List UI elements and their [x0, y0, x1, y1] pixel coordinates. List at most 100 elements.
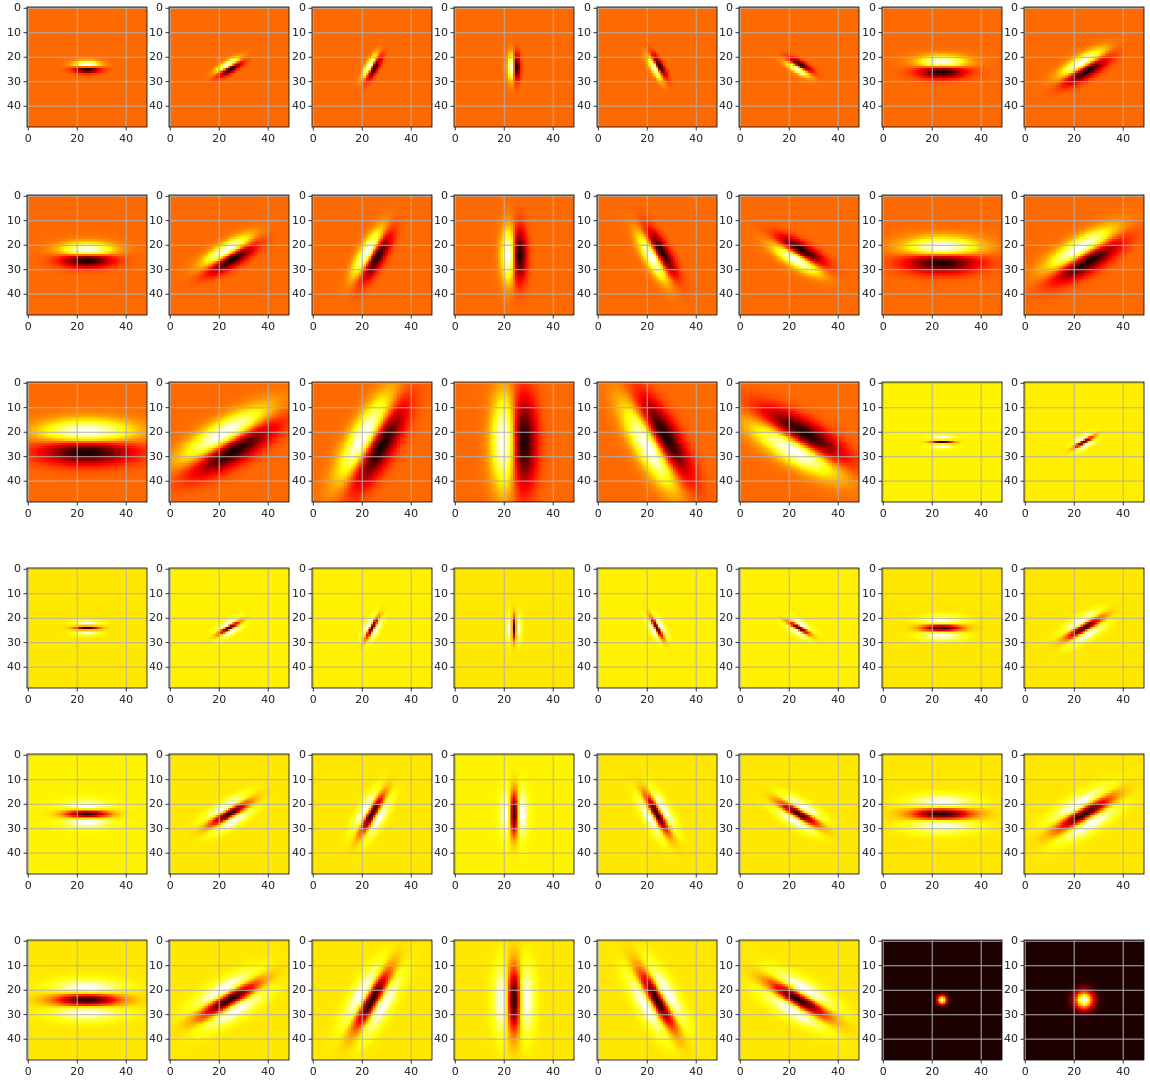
- x-tick-label: 0: [594, 132, 602, 145]
- y-tick-label: 30: [577, 1007, 591, 1021]
- axes-overlay: [1020, 194, 1145, 319]
- x-tick-label: 40: [974, 693, 989, 706]
- x-tick-label: 0: [451, 1065, 459, 1078]
- y-tick-label: 20: [149, 238, 163, 252]
- filter-panel-32: 0 20 40 0 10 20 30 40: [1004, 563, 1145, 705]
- x-tick-label: 40: [689, 132, 704, 145]
- y-tick-label: 30: [434, 635, 448, 649]
- heatmap-image: [739, 568, 859, 688]
- axes-overlay: [308, 381, 433, 506]
- y-tick-label: 0: [726, 748, 733, 762]
- filter-panel-14: 0 20 40 0 10 20 30 40: [719, 190, 860, 332]
- y-tick-label: 30: [577, 262, 591, 276]
- x-tick-label: 20: [212, 320, 227, 333]
- y-tick-label: 20: [7, 797, 21, 811]
- axes-overlay: [735, 6, 860, 131]
- axes-overlay: [593, 381, 718, 506]
- filter-panel-15: 0 20 40 0 10 20 30 40: [862, 190, 1003, 332]
- x-tick-label: 40: [974, 1065, 989, 1078]
- y-tick-label: 30: [719, 1007, 733, 1021]
- axes-overlay: [308, 194, 433, 319]
- heatmap-image: [312, 382, 432, 502]
- y-tick-label: 20: [1004, 238, 1018, 252]
- y-tick-label: 20: [1004, 797, 1018, 811]
- heatmap-image: [169, 940, 289, 1060]
- x-tick-label: 20: [640, 1065, 655, 1078]
- y-tick-label: 0: [1011, 189, 1018, 203]
- axes-overlay: [308, 567, 433, 692]
- y-tick-label: 10: [577, 25, 591, 39]
- y-tick-label: 20: [292, 797, 306, 811]
- y-tick-label: 10: [719, 25, 733, 39]
- y-tick-label: 40: [862, 660, 876, 674]
- y-tick-label: 40: [434, 1032, 448, 1046]
- y-tick-label: 0: [726, 1, 733, 15]
- y-tick-label: 10: [577, 772, 591, 786]
- axes-overlay: [23, 6, 148, 131]
- x-tick-label: 0: [166, 132, 174, 145]
- axes-overlay: [23, 753, 148, 878]
- x-tick-label: 0: [1021, 693, 1029, 706]
- filter-panel-21: 0 20 40 0 10 20 30 40: [577, 377, 718, 519]
- axes-frame: [881, 753, 1003, 875]
- x-tick-label: 20: [212, 1065, 227, 1078]
- y-tick-label: 0: [156, 748, 163, 762]
- axes-overlay: [735, 753, 860, 878]
- y-tick-label: 10: [862, 772, 876, 786]
- y-tick-label: 40: [7, 1032, 21, 1046]
- filter-panel-39: 0 20 40 0 10 20 30 40: [862, 749, 1003, 891]
- axes-overlay: [735, 194, 860, 319]
- y-tick-label: 0: [1011, 748, 1018, 762]
- y-tick-label: 30: [7, 449, 21, 463]
- y-tick-label: 10: [862, 25, 876, 39]
- y-tick-label: 20: [149, 611, 163, 625]
- x-tick-label: 0: [24, 879, 32, 892]
- y-tick-label: 20: [1004, 50, 1018, 64]
- y-tick-label: 40: [719, 99, 733, 113]
- y-tick-label: 40: [292, 846, 306, 860]
- x-tick-label: 0: [594, 693, 602, 706]
- y-tick-label: 30: [862, 1007, 876, 1021]
- x-tick-label: 40: [1116, 1065, 1131, 1078]
- x-tick-label: 40: [689, 1065, 704, 1078]
- axes-frame: [596, 567, 718, 689]
- x-tick-label: 40: [261, 693, 276, 706]
- y-tick-label: 40: [7, 99, 21, 113]
- y-tick-label: 10: [862, 400, 876, 414]
- y-tick-label: 40: [1004, 474, 1018, 488]
- axes-frame: [168, 381, 290, 503]
- y-tick-label: 0: [14, 934, 21, 948]
- axes-overlay: [735, 939, 860, 1064]
- y-tick-label: 20: [719, 611, 733, 625]
- y-tick-label: 0: [14, 376, 21, 390]
- axes-frame: [453, 567, 575, 689]
- x-tick-label: 20: [355, 879, 370, 892]
- axes-frame: [26, 753, 148, 875]
- y-tick-label: 0: [299, 934, 306, 948]
- y-tick-label: 10: [292, 772, 306, 786]
- y-tick-label: 0: [584, 1, 591, 15]
- heatmap-image: [739, 940, 859, 1060]
- axes-frame: [453, 381, 575, 503]
- y-tick-label: 10: [149, 25, 163, 39]
- y-tick-label: 30: [149, 821, 163, 835]
- axes-overlay: [878, 194, 1003, 319]
- axes-overlay: [1020, 567, 1145, 692]
- axes-overlay: [450, 381, 575, 506]
- y-tick-label: 20: [719, 238, 733, 252]
- y-tick-label: 10: [292, 958, 306, 972]
- x-tick-label: 20: [497, 132, 512, 145]
- x-tick-label: 40: [689, 320, 704, 333]
- y-tick-label: 40: [719, 287, 733, 301]
- axes-frame: [168, 939, 290, 1061]
- axes-frame: [738, 6, 860, 128]
- y-tick-label: 10: [7, 25, 21, 39]
- y-tick-label: 0: [584, 376, 591, 390]
- y-tick-label: 40: [577, 660, 591, 674]
- filter-panel-40: 0 20 40 0 10 20 30 40: [1004, 749, 1145, 891]
- heatmap-image: [27, 940, 147, 1060]
- y-tick-label: 20: [862, 425, 876, 439]
- y-tick-label: 20: [719, 983, 733, 997]
- filter-panel-36: 0 20 40 0 10 20 30 40: [434, 749, 575, 891]
- y-tick-label: 10: [7, 772, 21, 786]
